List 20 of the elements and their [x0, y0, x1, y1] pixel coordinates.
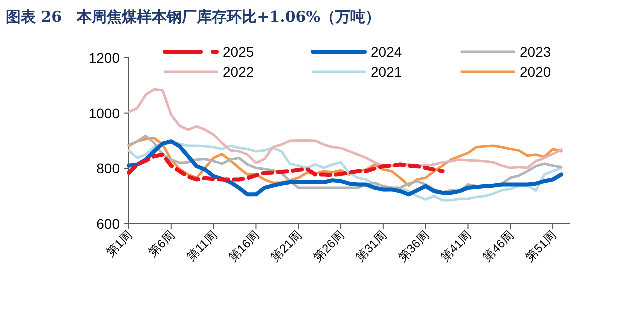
y-tick-label: 1000 — [88, 105, 120, 122]
legend-label: 2020 — [520, 64, 552, 80]
x-tick-label: 第51周 — [522, 228, 560, 265]
x-tick-label: 第16周 — [226, 228, 262, 265]
chart-title: 图表 26 本周焦煤样本钢厂库存环比+1.06%（万吨） — [6, 8, 380, 26]
legend-label: 2024 — [371, 44, 402, 60]
legend-label: 2022 — [223, 64, 254, 80]
x-tick-label: 第21周 — [268, 228, 305, 265]
x-tick-label: 第11周 — [184, 228, 220, 264]
y-tick-label: 1200 — [88, 50, 120, 66]
legend-label: 2023 — [520, 44, 552, 60]
x-tick-label: 第41周 — [438, 228, 474, 265]
x-tick-label: 第36周 — [396, 228, 432, 265]
x-tick-label: 第26周 — [310, 228, 348, 265]
y-tick-label: 800 — [96, 160, 120, 177]
legend-label: 2021 — [371, 64, 402, 80]
x-tick-label: 第46周 — [480, 228, 517, 265]
x-tick-label: 第6周 — [146, 228, 178, 260]
legend-label: 2025 — [223, 44, 254, 60]
x-tick-label: 第31周 — [353, 228, 390, 265]
